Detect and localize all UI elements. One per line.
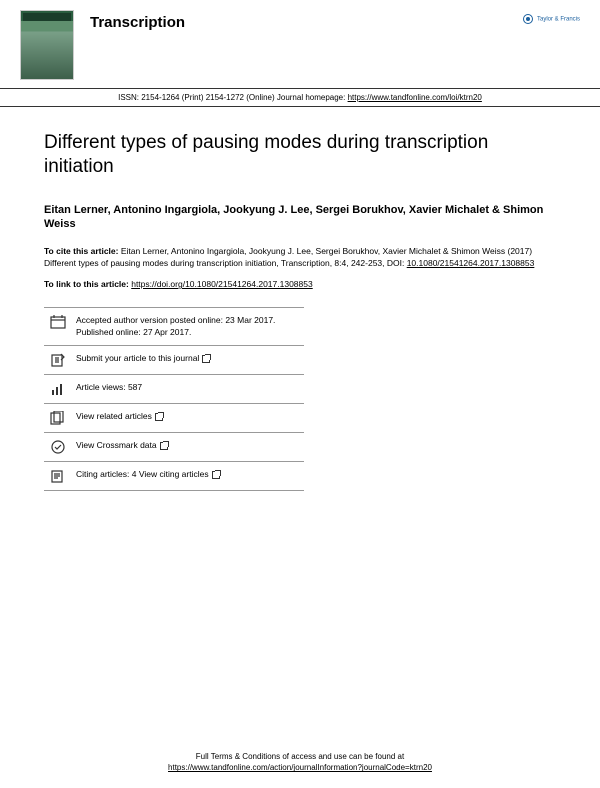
action-row[interactable]: View Crossmark data xyxy=(44,433,304,462)
related-icon xyxy=(50,411,66,425)
publisher-name: Taylor & Francis xyxy=(537,17,580,23)
journal-name: Transcription xyxy=(90,14,185,31)
footer-terms-link[interactable]: https://www.tandfonline.com/action/journ… xyxy=(168,763,432,772)
submit-icon xyxy=(50,353,66,367)
crossmark-icon xyxy=(50,440,66,454)
citing-icon xyxy=(50,469,66,483)
action-text: Article views: 587 xyxy=(76,382,142,393)
action-text: Accepted author version posted online: 2… xyxy=(76,315,298,338)
cite-label: To cite this article: xyxy=(44,246,118,256)
actions-list: Accepted author version posted online: 2… xyxy=(44,307,304,491)
action-text: Submit your article to this journal xyxy=(76,353,210,364)
page-header: Transcription Taylor & Francis xyxy=(0,0,600,88)
cite-doi: 10.1080/21541264.2017.1308853 xyxy=(407,258,535,268)
views-icon xyxy=(50,382,66,396)
action-row: Article views: 587 xyxy=(44,375,304,404)
issn-text: ISSN: 2154-1264 (Print) 2154-1272 (Onlin… xyxy=(118,93,347,102)
article-doi-link[interactable]: https://doi.org/10.1080/21541264.2017.13… xyxy=(131,279,313,289)
external-link-icon xyxy=(212,471,220,479)
action-row[interactable]: Citing articles: 4 View citing articles xyxy=(44,462,304,491)
article-title: Different types of pausing modes during … xyxy=(44,131,556,179)
action-row: Accepted author version posted online: 2… xyxy=(44,308,304,346)
action-text: View related articles xyxy=(76,411,163,422)
main-content: Different types of pausing modes during … xyxy=(0,107,600,491)
publisher-badge: Taylor & Francis xyxy=(523,14,580,24)
publisher-logo-icon xyxy=(523,14,533,24)
journal-homepage-link[interactable]: https://www.tandfonline.com/loi/ktrn20 xyxy=(348,93,482,102)
article-authors: Eitan Lerner, Antonino Ingargiola, Jooky… xyxy=(44,203,556,233)
action-text: Citing articles: 4 View citing articles xyxy=(76,469,220,480)
issn-bar: ISSN: 2154-1264 (Print) 2154-1272 (Onlin… xyxy=(0,88,600,107)
link-label: To link to this article: xyxy=(44,279,131,289)
action-row[interactable]: Submit your article to this journal xyxy=(44,346,304,375)
citation-block: To cite this article: Eitan Lerner, Anto… xyxy=(44,246,556,269)
action-row[interactable]: View related articles xyxy=(44,404,304,433)
footer-text: Full Terms & Conditions of access and us… xyxy=(0,752,600,763)
action-text: View Crossmark data xyxy=(76,440,168,451)
link-block: To link to this article: https://doi.org… xyxy=(44,279,556,289)
external-link-icon xyxy=(155,413,163,421)
page-footer: Full Terms & Conditions of access and us… xyxy=(0,752,600,774)
calendar-icon xyxy=(50,315,66,329)
external-link-icon xyxy=(202,355,210,363)
journal-cover-thumbnail xyxy=(20,10,74,80)
external-link-icon xyxy=(160,442,168,450)
